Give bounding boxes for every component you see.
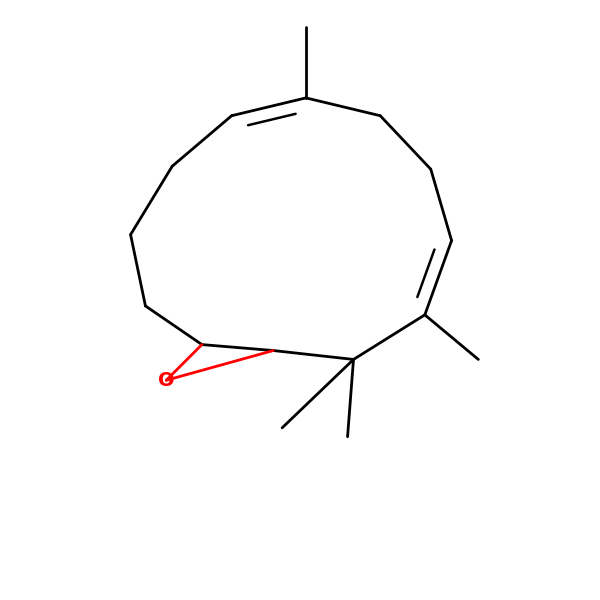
Text: O: O [158,371,175,390]
